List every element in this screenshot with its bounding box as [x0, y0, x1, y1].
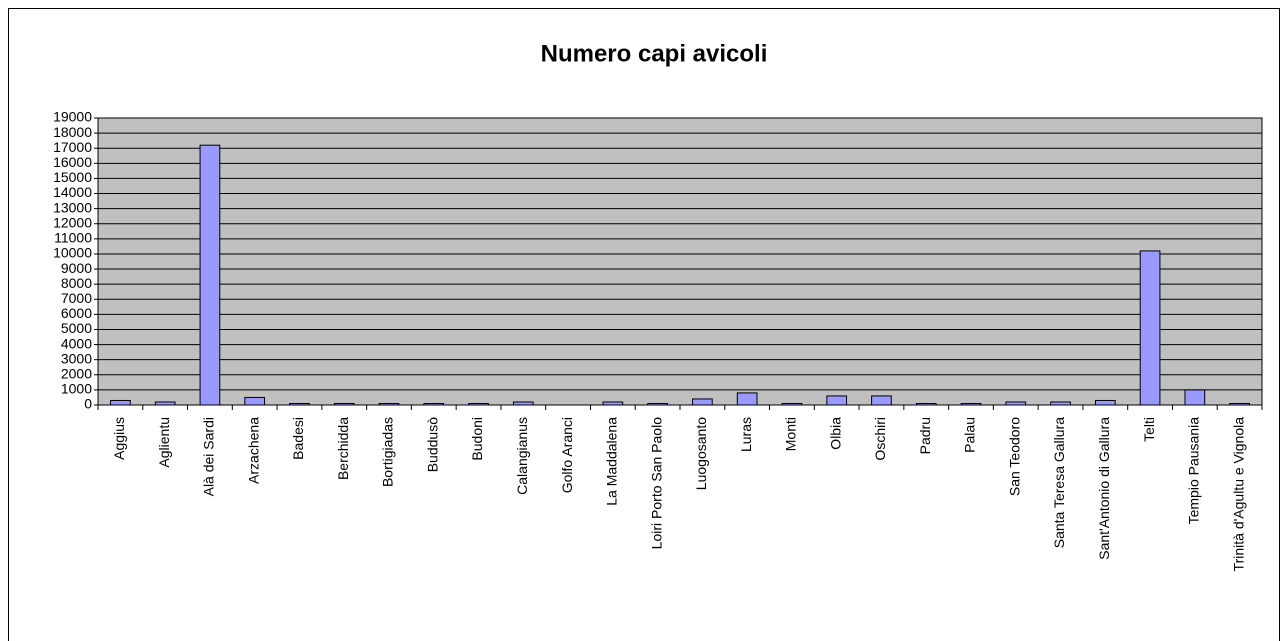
y-tick-label: 5000	[61, 320, 92, 336]
x-tick-label: Golfo Aranci	[559, 417, 575, 493]
x-tick-label: La Maddalena	[604, 417, 620, 506]
x-tick-label: Calangianus	[514, 417, 530, 495]
bar	[199, 144, 221, 406]
y-tick-label: 7000	[61, 290, 92, 306]
x-tick-label: Santa Teresa Gallura	[1051, 417, 1067, 548]
x-tick-label: Palau	[962, 417, 978, 453]
y-tick-label: 12000	[53, 214, 92, 230]
bar	[244, 396, 266, 406]
bar	[915, 402, 937, 406]
x-tick-label: Oschiri	[872, 417, 888, 461]
x-tick-label: Sant'Antonio di Gallura	[1096, 417, 1112, 560]
bar	[826, 395, 848, 406]
x-tick-label: Luras	[738, 417, 754, 452]
bar	[602, 401, 624, 406]
y-tick-label: 15000	[53, 169, 92, 185]
x-tick-label: Monti	[783, 417, 799, 451]
bar	[154, 401, 176, 406]
x-tick-label: Badesi	[290, 417, 306, 460]
x-tick-label: Budoni	[469, 417, 485, 461]
bar	[1050, 401, 1071, 406]
bar	[647, 402, 668, 406]
bar	[289, 402, 310, 406]
x-tick-label: Bortigiadas	[380, 417, 396, 487]
y-tick-label: 18000	[53, 124, 92, 140]
bar	[781, 402, 803, 406]
bar	[871, 395, 892, 406]
y-tick-label: 1000	[61, 381, 92, 397]
bar	[1005, 401, 1027, 406]
x-tick-label: Alà dei Sardi	[201, 417, 217, 496]
y-tick-label: 17000	[53, 139, 92, 155]
x-tick-label: Loiri Porto San Paolo	[648, 417, 664, 550]
x-tick-label: Aglientu	[156, 417, 172, 468]
y-tick-label: 2000	[61, 365, 92, 381]
x-tick-label: Buddusò	[424, 417, 440, 472]
bar	[468, 402, 489, 406]
x-tick-label: Aggius	[111, 417, 127, 460]
x-tick-label: Luogosanto	[693, 417, 709, 490]
bar	[1094, 399, 1116, 406]
x-tick-label: Telti	[1141, 417, 1157, 442]
y-tick-label: 3000	[61, 350, 92, 366]
bar	[512, 401, 534, 406]
bar	[736, 392, 758, 406]
x-tick-label: Olbia	[827, 417, 843, 450]
x-tick-label: San Teodoro	[1006, 417, 1022, 496]
chart-title: Numero capi avicoli	[541, 40, 768, 67]
x-tick-label: Padru	[917, 417, 933, 454]
y-tick-label: 0	[84, 396, 92, 412]
bar	[960, 402, 982, 406]
y-tick-label: 4000	[61, 335, 92, 351]
y-tick-label: 6000	[61, 305, 92, 321]
x-tick-label: Berchidda	[335, 417, 351, 480]
bar	[333, 402, 355, 406]
y-tick-label: 11000	[54, 230, 92, 246]
bar	[423, 402, 445, 406]
bar	[1229, 402, 1250, 406]
bar	[1139, 250, 1161, 406]
y-tick-label: 13000	[53, 199, 92, 215]
bar	[1184, 389, 1206, 406]
x-tick-label: Trinità d'Agultu e Vignola	[1230, 417, 1246, 572]
bar	[692, 398, 713, 406]
y-tick-label: 10000	[53, 245, 92, 261]
x-tick-label: Tempio Pausania	[1186, 417, 1202, 525]
x-tick-label: Arzachena	[245, 417, 261, 484]
bar	[110, 399, 131, 406]
y-tick-label: 14000	[53, 184, 92, 200]
y-tick-label: 9000	[61, 260, 92, 276]
bar	[378, 402, 400, 406]
y-tick-label: 19000	[53, 109, 92, 125]
plot-area	[97, 117, 1263, 406]
y-tick-label: 8000	[61, 275, 92, 291]
y-tick-label: 16000	[53, 154, 92, 170]
